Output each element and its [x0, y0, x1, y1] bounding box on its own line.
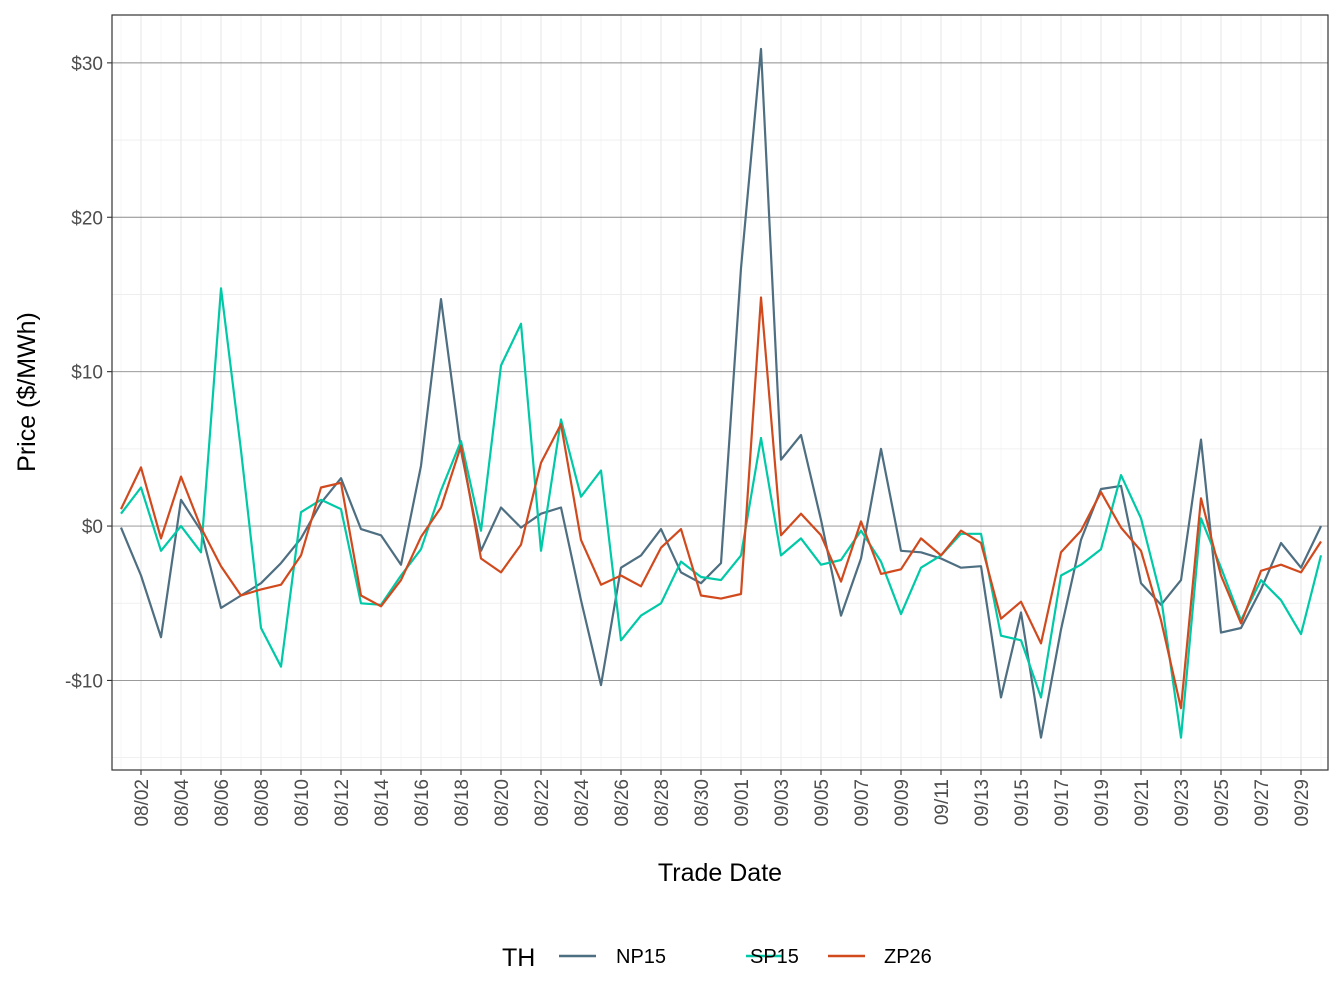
- x-tick-label: 09/13: [972, 779, 993, 827]
- x-tick-label: 08/04: [172, 779, 193, 827]
- x-tick-label: 08/10: [292, 779, 313, 827]
- x-tick-label: 09/05: [812, 779, 833, 827]
- legend: TH NP15 SP15 ZP26: [502, 944, 932, 972]
- x-tick-label: 08/28: [652, 779, 673, 827]
- y-tick-label: -$10: [65, 671, 103, 692]
- series-line-zp26: [120, 296, 1322, 710]
- x-tick-label: 08/30: [692, 779, 713, 827]
- x-tick-label: 09/25: [1212, 779, 1233, 827]
- x-tick-label: 08/22: [532, 779, 553, 827]
- x-tick-label: 09/17: [1052, 779, 1073, 827]
- x-tick-label: 09/07: [852, 779, 873, 827]
- x-tick-label: 08/06: [212, 779, 233, 827]
- y-tick-label: $20: [71, 208, 103, 229]
- x-tick-label: 09/09: [892, 779, 913, 827]
- x-tick-label: 08/14: [372, 779, 393, 827]
- x-tick-label: 09/29: [1292, 779, 1313, 827]
- x-axis: 08/02 08/04 08/06 08/08 08/10 08/12 08/14 08/16…: [132, 770, 1313, 827]
- x-tick-label: 09/01: [732, 779, 753, 827]
- x-tick-label: 08/08: [252, 779, 273, 827]
- plot-border: [111, 14, 1329, 771]
- x-tick-label: 09/15: [1012, 779, 1033, 827]
- x-tick-label: 09/19: [1092, 779, 1113, 827]
- y-tick-label: $0: [82, 517, 103, 538]
- x-tick-label: 08/20: [492, 779, 513, 827]
- x-tick-label: 09/23: [1172, 779, 1193, 827]
- y-axis-title: Price ($/MWh): [13, 312, 41, 472]
- x-tick-label: 09/27: [1252, 779, 1273, 827]
- legend-label-np15: NP15: [616, 946, 666, 968]
- series-line-np15: [119, 47, 1322, 739]
- x-axis-title: Trade Date: [658, 859, 782, 887]
- grid: [112, 15, 1328, 770]
- y-axis: -$10 $0 $10 $20 $30: [65, 54, 112, 692]
- x-tick-label: 09/11: [932, 779, 953, 825]
- x-tick-label: 08/02: [132, 779, 153, 827]
- y-tick-label: $10: [71, 363, 103, 384]
- x-tick-label: 08/26: [612, 779, 633, 827]
- series-line-sp15: [120, 287, 1323, 739]
- x-tick-label: 08/12: [332, 779, 353, 827]
- x-tick-label: 08/18: [452, 779, 473, 827]
- x-tick-label: 08/16: [412, 779, 433, 827]
- y-tick-label: $30: [71, 54, 103, 75]
- x-tick-label: 09/21: [1132, 779, 1153, 827]
- legend-label-zp26: ZP26: [884, 946, 932, 968]
- x-tick-label: 09/03: [772, 779, 793, 827]
- x-tick-label: 08/24: [572, 779, 593, 827]
- legend-title: TH: [502, 944, 535, 972]
- series-lines: [119, 47, 1323, 739]
- legend-label-sp15: SP15: [750, 946, 799, 968]
